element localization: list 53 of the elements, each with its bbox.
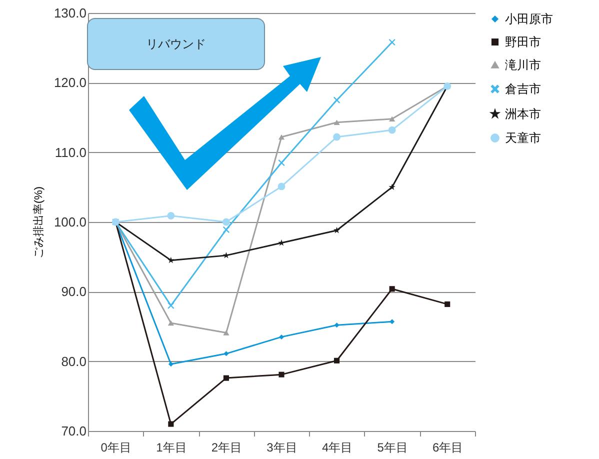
point [334, 96, 340, 104]
point [168, 362, 174, 367]
y-tick-label: 120.0 [54, 75, 86, 90]
legend-label: 滝川市 [505, 58, 541, 72]
point [168, 421, 174, 427]
legend-label: 洲本市 [505, 107, 541, 121]
point [223, 375, 229, 381]
point [168, 302, 174, 309]
point [278, 372, 284, 378]
legend-label: 小田原市 [505, 12, 553, 26]
y-tick-label: 110.0 [54, 144, 86, 160]
y-tick-label: 70.0 [61, 424, 86, 438]
point [278, 239, 285, 246]
legend-label: 野田市 [505, 35, 541, 49]
legend-label: 天童市 [505, 131, 541, 145]
point [334, 322, 340, 328]
point [278, 160, 285, 166]
point [388, 126, 396, 134]
x-tick-label: 2年目 [211, 440, 242, 454]
point [168, 320, 174, 326]
x-tick-label: 3年目 [266, 440, 298, 454]
point [333, 226, 340, 234]
x-tick-label: 4年目 [322, 440, 353, 454]
y-tick-label: 90.0 [61, 284, 86, 300]
x-tick-label: 1年目 [156, 440, 187, 454]
point [223, 330, 230, 336]
point [222, 218, 230, 226]
point [278, 182, 286, 190]
x-tick-label: 6年目 [432, 440, 464, 454]
y-tick-label: 80.0 [61, 354, 86, 369]
point [279, 334, 284, 340]
y-tick-label: 100.0 [54, 214, 86, 230]
point [334, 358, 340, 364]
legend-label: 倉吉市 [505, 82, 541, 96]
point [388, 38, 396, 46]
y-axis-title: ごみ排出率(%) [32, 186, 45, 259]
y-tick-label: 130.0 [54, 6, 86, 20]
point [333, 133, 340, 141]
callout-box: リバウンド [87, 18, 265, 70]
point [444, 301, 450, 307]
point [224, 351, 229, 356]
point [388, 184, 396, 190]
point [168, 256, 174, 264]
point [222, 226, 230, 233]
point [167, 212, 175, 220]
point [390, 319, 395, 324]
point [278, 134, 285, 140]
x-tick-label: 5年目 [377, 440, 408, 454]
point [389, 286, 395, 292]
point [389, 116, 396, 122]
point [334, 120, 340, 126]
point [222, 252, 230, 258]
x-tick-label: 0年目 [100, 440, 132, 454]
